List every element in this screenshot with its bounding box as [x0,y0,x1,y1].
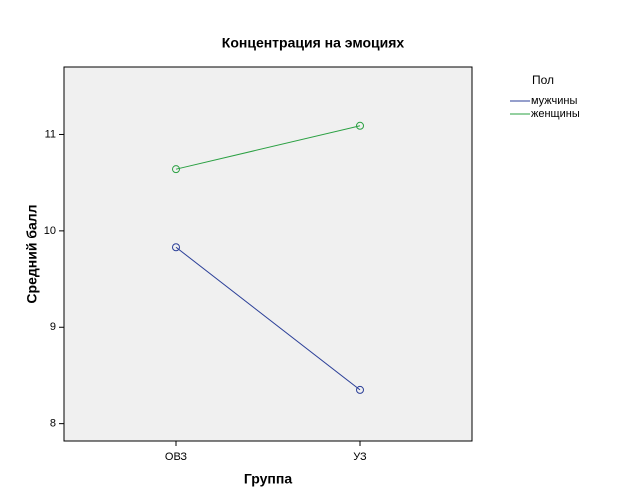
x-tick-label: УЗ [353,451,367,463]
chart-title: Концентрация на эмоциях [222,35,405,51]
legend-label: женщины [531,108,580,120]
y-tick-label: 9 [50,321,56,333]
data-point [172,243,180,252]
y-tick-label: 10 [44,225,56,237]
x-tick-label: ОВЗ [165,451,188,463]
data-point [356,385,364,394]
data-point [172,165,180,174]
data-point [356,121,364,130]
legend-label: мужчины [531,95,577,107]
y-tick-label: 11 [45,128,56,140]
series-line [175,246,361,391]
plot-area [63,66,473,442]
y-axis-title: Средний балл [24,204,40,303]
x-axis-title: Группа [244,471,292,487]
legend-title: Пол [532,73,554,87]
series-line [175,125,361,170]
y-tick-label: 8 [50,418,56,430]
